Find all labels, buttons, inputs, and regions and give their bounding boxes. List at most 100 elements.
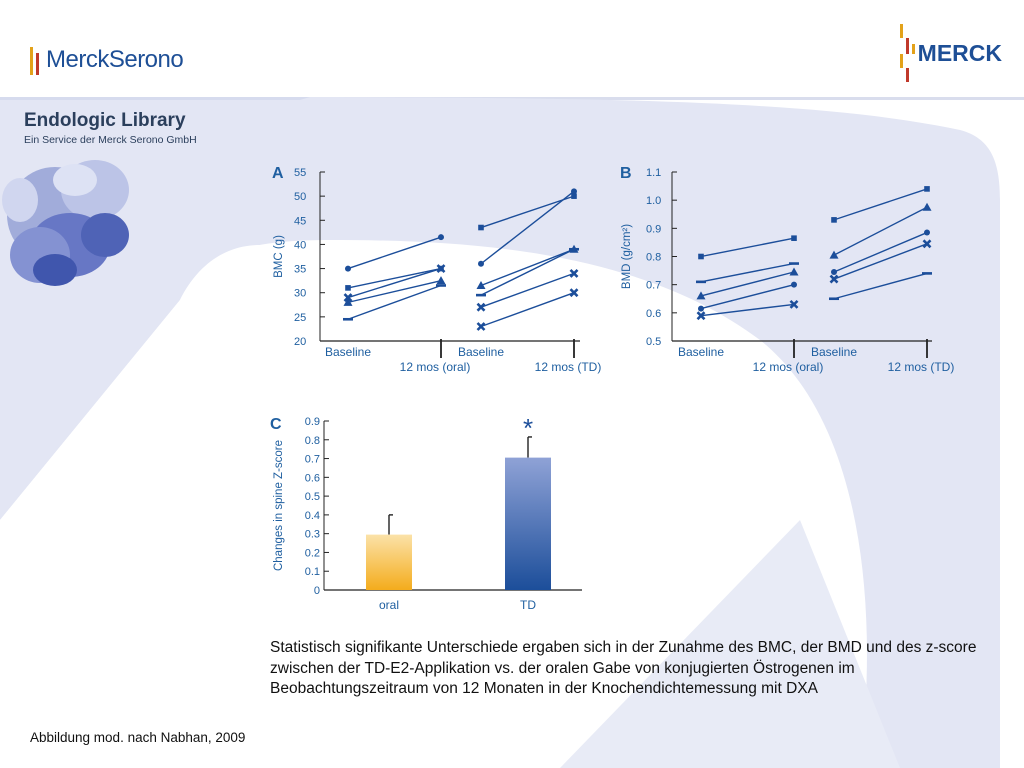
data-point-followup-circle [924, 229, 930, 236]
molecule-illustration [2, 160, 129, 286]
series-line-oral [347, 236, 442, 270]
y-tick-label: 1.1 [646, 167, 661, 179]
series-line-TD [480, 248, 575, 287]
series-line-oral [347, 267, 442, 289]
data-point-followup-circle [438, 234, 444, 241]
data-point-followup-triangle [922, 202, 932, 211]
bar-oral [366, 534, 412, 590]
data-point-followup-triangle [436, 276, 446, 285]
figure-caption: Statistisch signifikante Unterschiede er… [270, 639, 977, 697]
marker-square [924, 186, 930, 192]
y-tick-label: 0.4 [305, 510, 320, 522]
x-label-baseline: Baseline [811, 345, 857, 359]
marker-triangle [343, 297, 353, 306]
data-point-followup-x [436, 264, 446, 273]
x-category-label: oral [379, 598, 399, 612]
x-label-baseline: Baseline [678, 345, 724, 359]
merck-serono-logo: MerckSerono [28, 40, 184, 80]
marker-circle [924, 229, 930, 236]
data-point-baseline-square [831, 217, 837, 223]
chart-panel-c: C 0.9 0.8 0.7 0.6 0.5 0.4 0.3 0.2 0.1 0 Changes in … [270, 413, 582, 612]
series-line-oral [700, 303, 795, 317]
bar-td [505, 457, 551, 590]
data-point-baseline-triangle [829, 250, 839, 259]
data-point-baseline-triangle [343, 297, 353, 306]
series-line-TD [833, 231, 928, 273]
series-line-oral [700, 283, 795, 310]
y-tick-label: 0.5 [305, 491, 320, 503]
y-tick-label: 0.6 [646, 308, 661, 320]
merck-logo-mark-icon [899, 24, 915, 82]
x-label-followup: 12 mos (oral) [400, 360, 471, 374]
marker-circle [698, 305, 704, 312]
series-line-TD [480, 272, 575, 308]
data-point-followup-square [571, 193, 577, 199]
marker-triangle [436, 276, 446, 285]
data-point-followup-circle [791, 281, 797, 288]
marker-square [791, 235, 797, 241]
x-label-followup: 12 mos (oral) [753, 360, 824, 374]
y-tick-label: 20 [294, 336, 306, 348]
data-point-baseline-x [829, 274, 839, 284]
merck-serono-logo-mark-icon [30, 47, 39, 75]
series-line-TD [833, 206, 928, 256]
data-point-followup-x [569, 268, 579, 278]
chart-panel-b: B 1.1 1.0 0.9 0.8 0.7 0.6 0.5 BMD (g/cm²) Baselin… [620, 165, 954, 374]
x-label-baseline: Baseline [325, 345, 371, 359]
data-point-followup-square [791, 235, 797, 241]
data-point-baseline-circle [831, 268, 837, 275]
series-line-oral [700, 262, 795, 283]
data-point-baseline-x [476, 322, 486, 331]
series-line-oral [347, 279, 442, 304]
marker-square [345, 285, 351, 291]
series-line-TD [480, 190, 575, 265]
series-line-TD [833, 188, 928, 221]
marker-x-stroke [343, 293, 353, 302]
marker-x-stroke [922, 239, 932, 249]
data-point-baseline-square [478, 224, 484, 231]
marker-circle [791, 281, 797, 288]
marker-circle [345, 265, 351, 272]
marker-triangle [922, 202, 932, 211]
marker-circle [478, 260, 484, 267]
marker-square [478, 224, 484, 231]
marker-x-stroke [569, 268, 579, 278]
y-tick-label: 0.5 [646, 336, 661, 348]
series-line-TD [480, 248, 575, 296]
merck-serono-logo-text: MerckSerono [46, 46, 184, 73]
series-line-TD [480, 195, 575, 229]
data-point-followup-x [789, 299, 799, 309]
data-point-baseline-square [345, 285, 351, 291]
data-point-followup-circle [571, 188, 577, 195]
y-tick-label: 35 [294, 264, 306, 276]
chart-panel-a: A 55 50 45 40 35 30 25 20 BMC (g) Baseline Baseline… [272, 165, 601, 374]
marker-x-stroke [829, 274, 839, 284]
marker-x-stroke [696, 311, 706, 321]
marker-x-stroke [476, 302, 486, 312]
series-line-oral [700, 237, 795, 258]
marker-x-stroke [789, 299, 799, 309]
y-tick-label: 0.1 [305, 566, 320, 578]
significance-asterisk: * [523, 413, 533, 443]
data-point-baseline-x [343, 293, 353, 302]
data-point-followup-x [922, 239, 932, 249]
library-subtitle: Ein Service der Merck Serono GmbH [24, 134, 197, 146]
data-point-baseline-x [696, 311, 706, 321]
data-point-followup-square [924, 186, 930, 192]
marker-x-stroke [569, 288, 579, 298]
marker-square [831, 217, 837, 223]
data-point-baseline-circle [345, 265, 351, 272]
data-point-baseline-circle [478, 260, 484, 267]
merck-logo-text: MERCK [917, 39, 1002, 66]
merck-logo: MERCK [898, 24, 1002, 82]
panel-label: C [270, 416, 282, 433]
data-point-followup-triangle [789, 267, 799, 276]
series-line-TD [833, 272, 928, 300]
marker-circle [831, 268, 837, 275]
y-tick-label: 0.2 [305, 547, 320, 559]
y-tick-label: 50 [294, 191, 306, 203]
y-tick-label: 45 [294, 215, 306, 227]
marker-circle [438, 234, 444, 241]
y-tick-label: 0 [314, 585, 320, 597]
